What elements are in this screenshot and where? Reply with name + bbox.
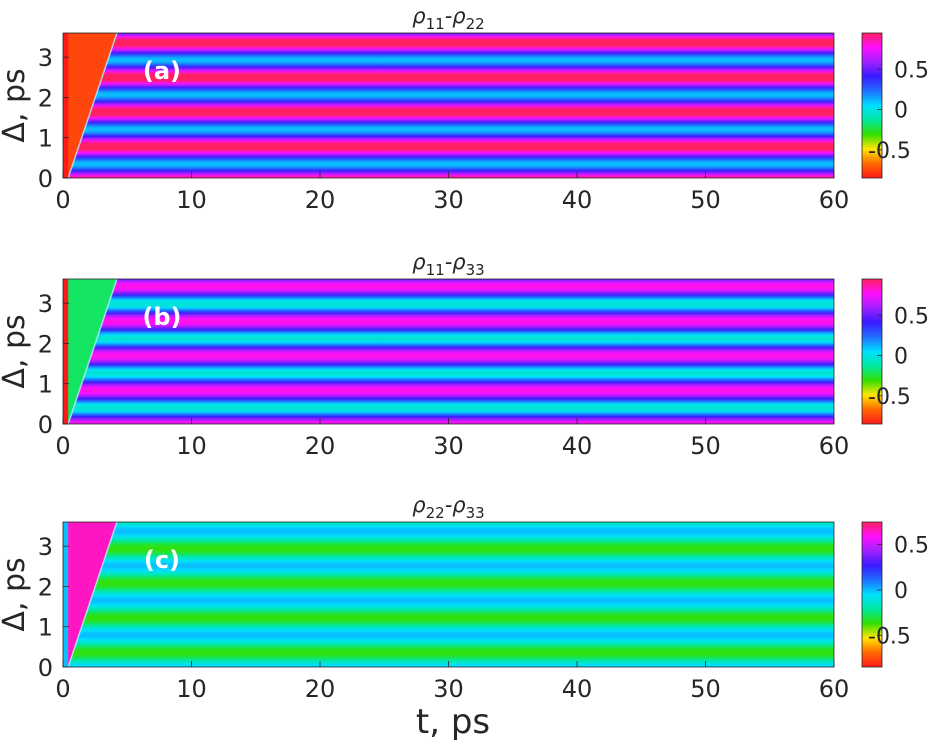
x-tick-label: 40 (562, 186, 593, 214)
heatmap-early-region (63, 279, 117, 424)
x-tick-label: 30 (433, 675, 464, 703)
y-tick-label: 3 (38, 290, 53, 318)
heatmap-initial-strip (63, 279, 69, 424)
panel-title: ρ11-ρ22 (412, 4, 484, 33)
panel-1: 0 10 20 30 40 50 60 0 1 2 3Δ, ps ρ11-ρ22 (a) -0.5 0 0.5 (0, 4, 929, 214)
heatmap-stripes (63, 279, 834, 424)
heatmap-front-edge (67, 521, 118, 668)
panel-label: (c) (144, 546, 180, 574)
x-tick-label: 20 (305, 675, 336, 703)
heatmap-front-edge (67, 278, 118, 425)
y-tick-label: 3 (38, 44, 53, 72)
colorbar (861, 521, 883, 668)
heatmap-early-region (63, 33, 117, 178)
y-tick-label: 0 (38, 165, 53, 193)
panel-3: 0 10 20 30 40 50 60 0 1 2 3Δ, ps ρ22-ρ33 (c) -0.5 0 0.5 (0, 493, 929, 703)
heatmap-stripes (63, 522, 834, 667)
x-tick-label: 20 (305, 186, 336, 214)
x-tick-label: 60 (819, 675, 850, 703)
y-tick-label: 0 (38, 411, 53, 439)
x-tick-label: 0 (55, 186, 70, 214)
panel-title: ρ22-ρ33 (412, 493, 484, 522)
y-tick-label: 2 (38, 573, 53, 601)
colorbar-tick-label: 0.5 (894, 58, 929, 83)
x-tick-label: 20 (305, 432, 336, 460)
x-tick-label: 40 (562, 675, 593, 703)
y-tick-label: 2 (38, 330, 53, 358)
y-axis-label: Δ, ps (0, 557, 32, 631)
panel-title: ρ11-ρ33 (412, 250, 484, 279)
y-tick-label: 2 (38, 84, 53, 112)
x-tick-label: 60 (819, 186, 850, 214)
panel-label: (a) (143, 57, 181, 85)
x-tick-label: 10 (176, 432, 207, 460)
y-tick-label: 3 (38, 533, 53, 561)
x-tick-label: 50 (690, 432, 721, 460)
colorbar-tick-label: 0.5 (894, 304, 929, 329)
x-tick-label: 30 (433, 432, 464, 460)
panel-label: (b) (142, 303, 181, 331)
x-tick-label: 0 (55, 675, 70, 703)
x-tick-label: 10 (176, 186, 207, 214)
heatmap-initial-strip (63, 522, 69, 667)
x-tick-label: 30 (433, 186, 464, 214)
x-tick-label: 50 (690, 186, 721, 214)
y-tick-label: 1 (38, 371, 53, 399)
x-tick-label: 40 (562, 432, 593, 460)
x-axis-label: t, ps (416, 702, 490, 742)
x-tick-label: 0 (55, 432, 70, 460)
x-tick-label: 50 (690, 675, 721, 703)
colorbar-tick-label: 0 (894, 579, 908, 604)
colorbar-tick-label: 0 (894, 345, 908, 370)
colorbar-tick-label: -0.5 (868, 624, 911, 649)
heatmap-early-region (63, 522, 117, 667)
heatmap-front-edge (67, 32, 118, 179)
colorbar-tick-label: -0.5 (868, 385, 911, 410)
panel-2: 0 10 20 30 40 50 60 0 1 2 3Δ, ps ρ11-ρ33 (b) -0.5 0 0.5 (0, 250, 929, 460)
colorbar-tick-label: -0.5 (868, 139, 911, 164)
y-tick-label: 0 (38, 654, 53, 682)
colorbar-tick-label: 0 (894, 99, 908, 124)
y-tick-label: 1 (38, 614, 53, 642)
heatmap-initial-strip (63, 33, 69, 178)
y-tick-label: 1 (38, 125, 53, 153)
y-axis-label: Δ, ps (0, 314, 32, 388)
y-axis-label: Δ, ps (0, 68, 32, 142)
colorbar-tick-label: 0.5 (894, 534, 929, 559)
x-tick-label: 60 (819, 432, 850, 460)
x-tick-label: 10 (176, 675, 207, 703)
heatmap-stripes (63, 33, 834, 178)
